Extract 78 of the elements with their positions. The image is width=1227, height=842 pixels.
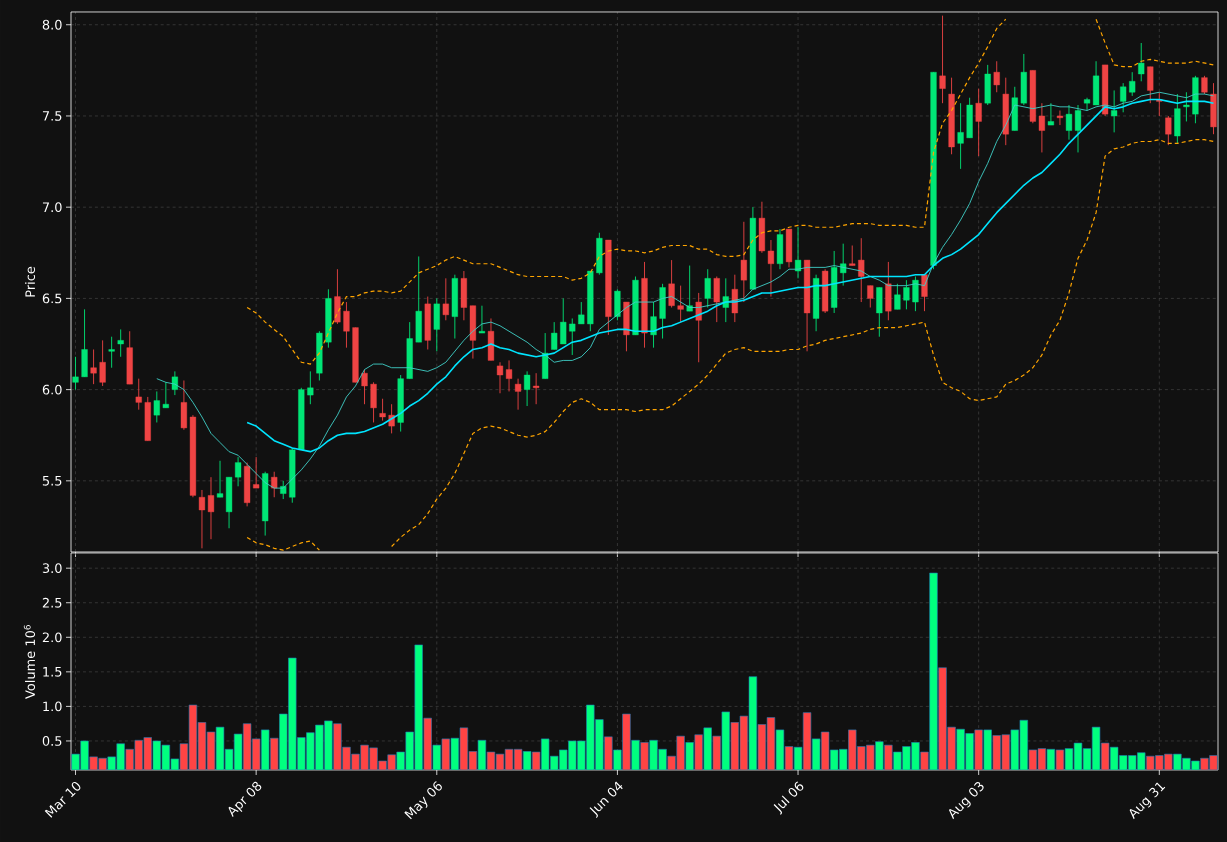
candlestick bbox=[162, 381, 169, 409]
candlestick bbox=[794, 226, 802, 279]
candlestick bbox=[578, 301, 585, 325]
candlestick bbox=[524, 370, 531, 407]
y-tick-label: 7.0 bbox=[42, 202, 62, 213]
candlestick bbox=[957, 102, 964, 170]
candlestick bbox=[343, 301, 350, 349]
candlestick bbox=[912, 276, 919, 312]
candlestick bbox=[858, 237, 865, 303]
candlestick bbox=[569, 318, 576, 356]
y-tick-label: 8.0 bbox=[42, 19, 62, 30]
candlestick bbox=[514, 378, 522, 411]
y-tick-label: 6.0 bbox=[42, 384, 62, 395]
candlestick bbox=[1138, 42, 1145, 82]
candlestick bbox=[767, 239, 775, 298]
candlestick bbox=[722, 277, 729, 323]
candlestick bbox=[361, 369, 368, 405]
candlestick bbox=[1038, 102, 1045, 153]
y-tick-label: 5.5 bbox=[42, 476, 62, 486]
candlestick bbox=[216, 460, 224, 498]
candlestick bbox=[740, 221, 747, 303]
candlestick bbox=[253, 456, 260, 489]
candlestick bbox=[894, 283, 901, 310]
y-tick-label: 2.0 bbox=[42, 632, 62, 643]
candlestick bbox=[72, 356, 79, 391]
candlestick bbox=[1165, 115, 1172, 146]
candlestick bbox=[153, 390, 160, 423]
candlestick bbox=[975, 88, 982, 157]
candlestick bbox=[108, 336, 115, 369]
candlestick bbox=[903, 279, 910, 310]
y-tick-label: 6.5 bbox=[42, 293, 62, 304]
candlestick bbox=[551, 321, 558, 350]
y-tick-label: 0.5 bbox=[42, 736, 62, 746]
y-tick-label: 1.5 bbox=[43, 667, 62, 677]
candlestick bbox=[117, 328, 124, 358]
y-tick-label: 7.5 bbox=[42, 111, 62, 121]
candlestick bbox=[867, 285, 874, 308]
candlestick bbox=[560, 297, 567, 345]
y-tick-label: 3.0 bbox=[42, 563, 62, 574]
candlestick bbox=[1083, 97, 1091, 111]
candlestick bbox=[1056, 110, 1064, 126]
candlestick bbox=[650, 301, 657, 349]
x-tick-label: Aug 31 bbox=[1129, 782, 1166, 820]
candlestick bbox=[90, 349, 97, 385]
candlestick bbox=[1183, 91, 1190, 122]
candlestick bbox=[840, 243, 847, 287]
candlestick bbox=[713, 276, 720, 323]
candlestick bbox=[1111, 89, 1118, 133]
candlestick bbox=[235, 456, 242, 487]
candlestick bbox=[939, 15, 946, 104]
candlestick bbox=[1147, 66, 1154, 104]
candlestick bbox=[731, 274, 738, 323]
candlestick bbox=[442, 277, 449, 321]
candlestick bbox=[135, 378, 142, 411]
candlestick bbox=[379, 398, 386, 422]
candlestick bbox=[1129, 71, 1136, 97]
x-tick-label: Jul 06 bbox=[773, 781, 804, 815]
candlestick bbox=[307, 370, 314, 405]
candlestick bbox=[370, 381, 377, 423]
candlestick bbox=[533, 372, 540, 405]
x-tick-label: Mar 10 bbox=[44, 782, 81, 818]
y-tick-label: 1.0 bbox=[43, 701, 62, 712]
candlestick bbox=[668, 259, 675, 308]
candlestick bbox=[677, 285, 684, 323]
y-axis-title: Volume 10$^{6}$ bbox=[23, 625, 36, 699]
candlestick bbox=[271, 471, 278, 498]
candlestick bbox=[993, 60, 1000, 93]
x-tick-label: Aug 03 bbox=[948, 781, 984, 820]
candlestick bbox=[704, 268, 711, 308]
candlestick bbox=[1047, 102, 1055, 126]
candlestick bbox=[1120, 82, 1127, 113]
y-axis-title: Price bbox=[25, 266, 36, 297]
x-tick-label: Jun 04 bbox=[589, 781, 623, 818]
candlestick bbox=[849, 245, 856, 267]
candlestick bbox=[99, 339, 106, 387]
y-tick-label: 2.5 bbox=[42, 597, 62, 608]
candlestick bbox=[478, 305, 486, 334]
x-tick-label: Apr 08 bbox=[228, 781, 262, 818]
